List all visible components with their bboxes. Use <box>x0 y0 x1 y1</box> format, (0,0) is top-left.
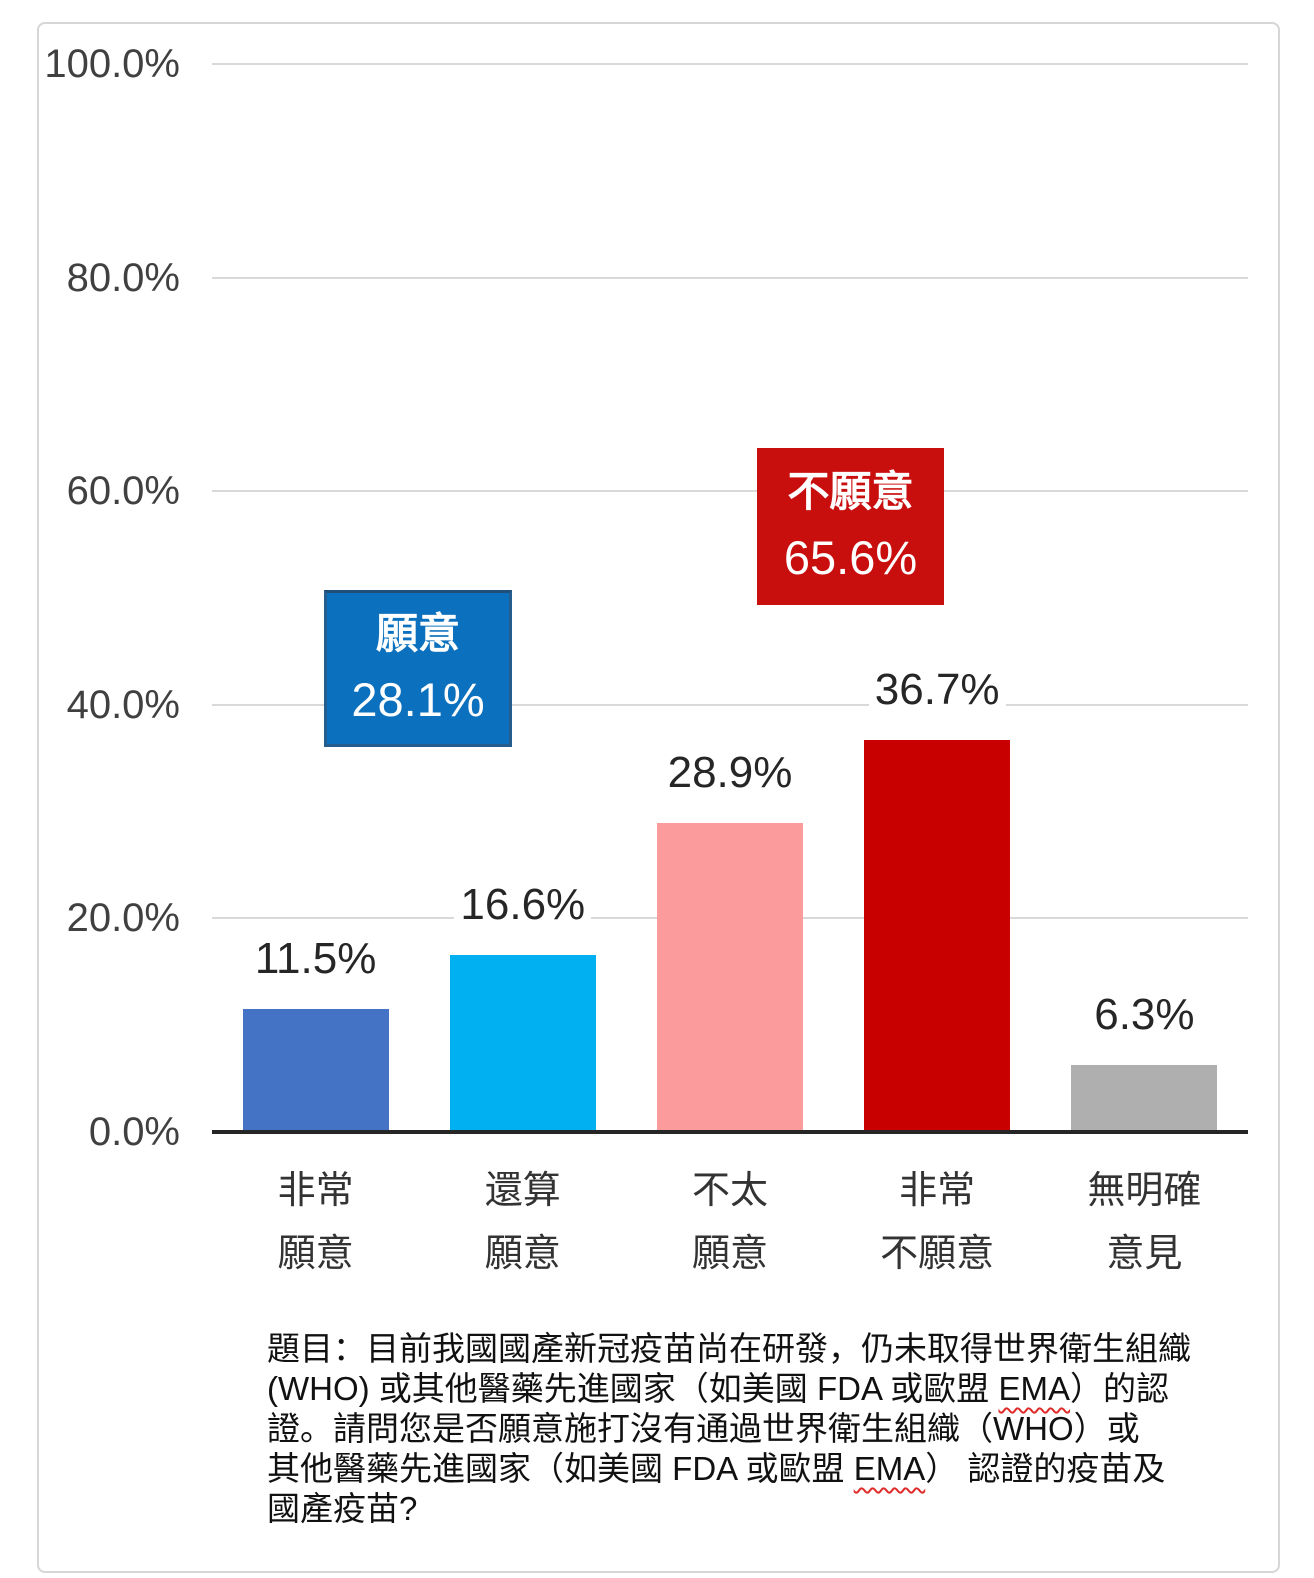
x-axis-category-label: 願意 <box>484 1233 561 1275</box>
question-line: 證。請問您是否願意施打沒有通過世界衛生組織（WHO）或 <box>267 1409 1257 1449</box>
bar-value-label: 36.7% <box>827 664 1047 716</box>
bar-value-text: 6.3% <box>1088 989 1201 1039</box>
y-axis-tick-label: 0.0% <box>88 1110 180 1154</box>
x-axis-category-label: 還算 <box>484 1170 561 1212</box>
annotation-willing-box: 願意 28.1% <box>324 590 512 747</box>
x-axis-category-label: 不願意 <box>880 1233 995 1275</box>
bar-不太願意 <box>657 823 803 1132</box>
bar-value-text: 28.9% <box>661 748 799 798</box>
bar-非常願意 <box>242 1009 389 1132</box>
x-axis-category-label: 願意 <box>691 1233 768 1275</box>
annotation-willing-label: 願意 <box>375 609 460 657</box>
question-text-part: 題目：目前我國國產新冠疫苗尚在研發，仍未取得世界衛生組織 <box>267 1330 1191 1367</box>
bar-value-text: 16.6% <box>454 879 592 929</box>
question-line: (WHO) 或其他醫藥先進國家（如美國 FDA 或歐盟 EMA）的認 <box>267 1369 1257 1409</box>
bar-value-text: 11.5% <box>248 934 383 984</box>
y-axis-tick-label: 40.0% <box>66 682 180 727</box>
question-line: 題目：目前我國國產新冠疫苗尚在研發，仍未取得世界衛生組織 <box>267 1329 1257 1369</box>
question-text-part: ） 認證的疫苗及 <box>925 1450 1166 1487</box>
bar-value-label: 28.9% <box>620 747 840 799</box>
annotation-unwilling-box: 不願意 65.6% <box>757 448 944 605</box>
x-axis-category-label: 無明確 <box>1087 1170 1202 1212</box>
question-text: 題目：目前我國國產新冠疫苗尚在研發，仍未取得世界衛生組織 (WHO) 或其他醫藥先… <box>267 1329 1257 1529</box>
chart-frame: 願意 28.1% 不願意 65.6% 題目：目前我國國產新冠疫苗尚在研發，仍未取… <box>37 22 1280 1573</box>
bar-還算願意 <box>449 954 596 1132</box>
annotation-unwilling-value: 65.6% <box>783 530 918 584</box>
x-axis-category-label: 非常 <box>277 1170 354 1212</box>
x-axis-category-label: 意見 <box>1106 1233 1183 1275</box>
question-text-part: 證。請問您是否願意施打沒有通過世界衛生組織（WHO）或 <box>267 1410 1140 1447</box>
question-text-part: (WHO) 或其他醫藥先進國家（如美國 FDA 或歐盟 <box>267 1370 999 1407</box>
y-axis-tick-label: 20.0% <box>66 896 180 941</box>
question-line: 國產疫苗? <box>267 1489 1257 1529</box>
gridline <box>212 490 1248 493</box>
bar-無明確意見 <box>1071 1064 1218 1132</box>
gridline <box>212 703 1248 706</box>
question-text-squiggle: EMA <box>998 1370 1070 1407</box>
question-line: 其他醫藥先進國家（如美國 FDA 或歐盟 EMA） 認證的疫苗及 <box>267 1449 1257 1489</box>
question-text-squiggle: EMA <box>853 1450 926 1487</box>
x-axis-category-label: 願意 <box>277 1233 354 1275</box>
bar-value-label: 11.5% <box>206 933 426 985</box>
gridline <box>212 63 1248 65</box>
x-axis-category-label: 非常 <box>899 1170 976 1212</box>
annotation-willing-value: 28.1% <box>351 672 485 726</box>
annotation-unwilling-label: 不願意 <box>787 467 914 515</box>
x-axis-category-label: 不太 <box>691 1170 768 1212</box>
question-text-part: 其他醫藥先進國家（如美國 FDA 或歐盟 <box>267 1450 854 1487</box>
question-text-part: ）的認 <box>1070 1370 1169 1407</box>
y-axis-tick-label: 60.0% <box>66 469 180 514</box>
gridline <box>212 276 1248 279</box>
bar-value-label: 6.3% <box>1034 989 1254 1041</box>
question-text-part: 國產疫苗? <box>267 1490 418 1527</box>
bar-value-text: 36.7% <box>868 665 1006 715</box>
y-axis-tick-label: 100.0% <box>44 42 180 86</box>
x-axis-line <box>212 1130 1248 1134</box>
bar-非常不願意 <box>864 740 1011 1132</box>
bar-value-label: 16.6% <box>413 879 633 931</box>
y-axis-tick-label: 80.0% <box>66 255 180 300</box>
